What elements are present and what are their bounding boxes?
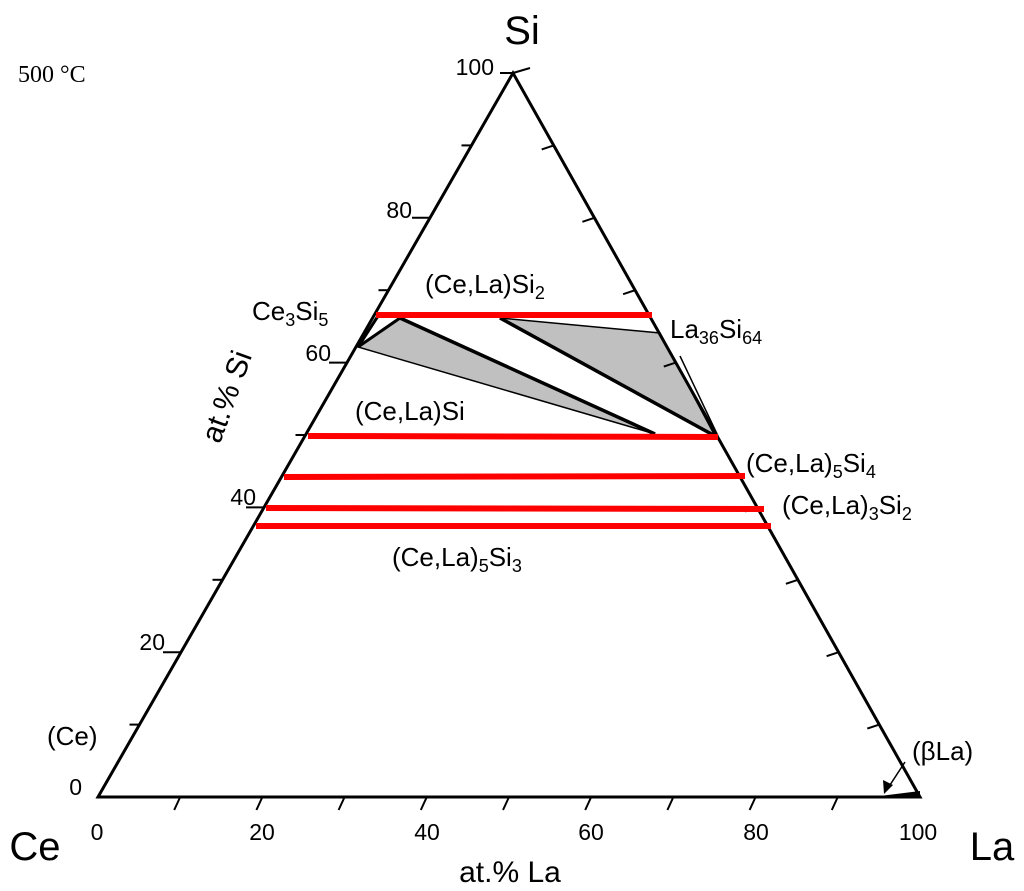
phase-subscript: 4 [866, 462, 876, 482]
phase-subscript: 3 [285, 310, 295, 330]
temperature: 500 °C [18, 62, 86, 88]
tick-mark [866, 723, 880, 730]
tick-mark [512, 67, 531, 74]
phase-subscript: 3 [869, 504, 879, 524]
tick-mark [748, 796, 757, 811]
phase-text: (Ce) [47, 721, 98, 751]
tick-mark [173, 796, 182, 811]
tick-mark [541, 144, 555, 151]
arrow [887, 761, 906, 789]
phase-text: Si [879, 490, 902, 520]
phase-subscript: 5 [833, 462, 843, 482]
phase-text: Si [719, 314, 742, 344]
tick-label: 60 [305, 340, 331, 366]
tick-mark [582, 216, 595, 223]
solid-solution-lines [256, 312, 771, 529]
tick-label: 20 [249, 819, 275, 845]
tick-mark [584, 796, 593, 811]
beta-la-region [880, 791, 920, 798]
tick-label: 20 [139, 629, 165, 655]
phase-text: La [670, 314, 699, 344]
phase-text: (βLa) [912, 736, 973, 766]
phase-text: Si [489, 542, 512, 572]
tick-label: 100 [899, 819, 937, 845]
tick-mark [502, 796, 510, 811]
tick-mark [666, 796, 675, 811]
tick-marks [129, 67, 880, 811]
phase-text: (Ce,La)Si [425, 269, 535, 299]
axis-title: at.% Si [195, 346, 259, 447]
phase-subscript: 5 [318, 310, 328, 330]
phase-text: (Ce,La) [392, 542, 479, 572]
phase-label: (Ce,La)3Si2 [782, 490, 912, 524]
phase-text: Ce [252, 296, 285, 326]
tick-mark [785, 578, 799, 585]
tick-label: 60 [578, 819, 604, 845]
tick-mark [337, 796, 346, 811]
axis-title: at.% La [459, 856, 561, 889]
phase-label: (Ce,La)5Si4 [746, 448, 876, 482]
phase-text: (Ce,La)Si [355, 396, 465, 426]
tick-mark [826, 651, 839, 658]
phase-label: (Ce,La)Si [355, 396, 465, 426]
tick-mark [622, 289, 636, 296]
phase-label: La36Si64 [670, 314, 762, 348]
phase-subscript: 2 [902, 504, 912, 524]
phase-subscript: 64 [742, 328, 762, 348]
phase-label: (Ce,La)Si2 [425, 269, 545, 303]
arrow-head [883, 780, 893, 794]
phase-label: (Ce,La)5Si3 [392, 542, 522, 576]
phase-subscript: 36 [699, 328, 719, 348]
vertex-label: Ce [9, 825, 60, 869]
phase-label: (βLa) [912, 736, 973, 766]
phase-text: (Ce,La) [782, 490, 869, 520]
tick-label: 40 [230, 484, 256, 510]
tick-mark [419, 796, 428, 811]
tick-label: 0 [69, 774, 82, 800]
tick-label: 80 [743, 819, 769, 845]
phase-text: Si [843, 448, 866, 478]
tick-mark [663, 361, 677, 368]
tick-label: 80 [386, 197, 412, 223]
phase-subscript: 2 [535, 283, 545, 303]
vertex-label: La [970, 825, 1015, 869]
tick-label: 0 [91, 819, 104, 845]
tick-mark [255, 796, 264, 811]
tick-mark [830, 796, 839, 811]
phase-subscript: 5 [479, 556, 489, 576]
phase-text: (Ce,La) [746, 448, 833, 478]
tick-label: 100 [456, 54, 494, 80]
phase-label: Ce3Si5 [252, 296, 328, 330]
phase-label: (Ce) [47, 721, 98, 751]
phase-text: Si [295, 296, 318, 326]
tick-label: 40 [414, 819, 440, 845]
tie-lines [356, 315, 719, 438]
phase-subscript: 3 [512, 556, 522, 576]
vertex-label: Si [504, 9, 540, 53]
